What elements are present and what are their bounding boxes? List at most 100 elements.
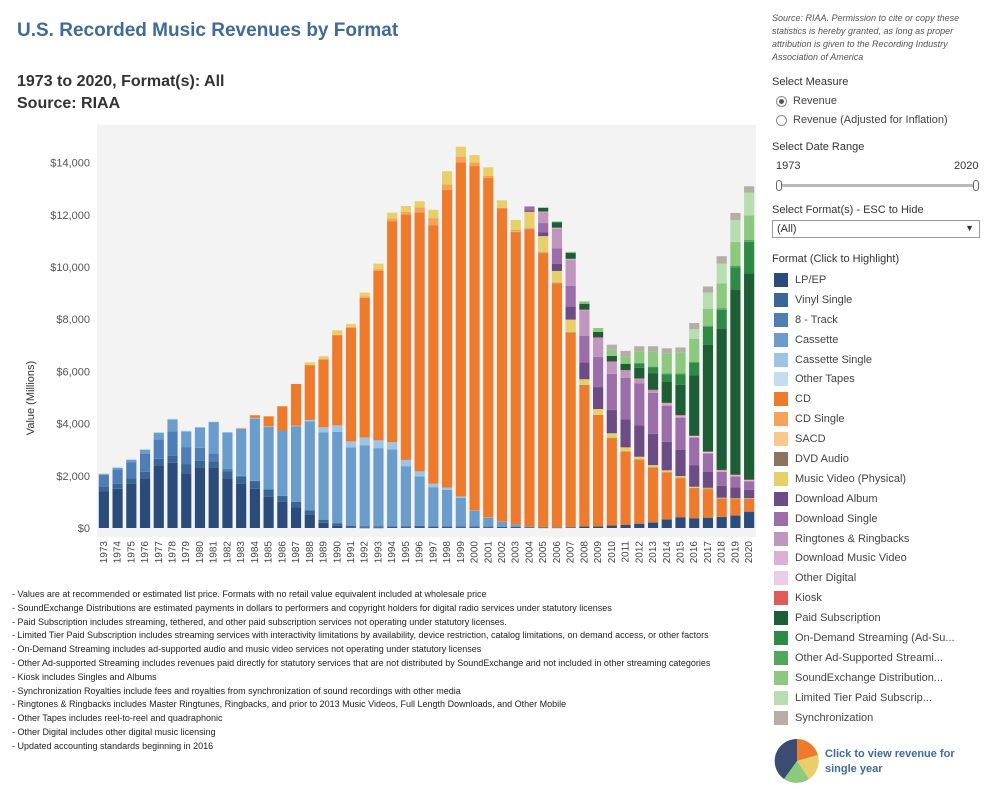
bar-segment[interactable] [620,377,631,420]
bar-segment[interactable] [414,476,425,526]
bar-segment[interactable] [469,510,480,527]
bar-segment[interactable] [469,526,480,528]
bar-segment[interactable] [345,326,357,328]
bar-segment[interactable] [579,301,590,304]
bar-segment[interactable] [98,486,109,492]
bar-segment[interactable] [373,440,384,449]
bar-segment[interactable] [579,335,590,363]
bar-segment[interactable] [524,228,535,229]
bar-segment[interactable] [565,252,576,259]
bar-segment[interactable] [689,323,700,330]
bar-segment[interactable] [139,471,151,479]
bar-segment[interactable] [126,459,137,463]
bar-segment[interactable] [744,241,755,274]
bar-segment[interactable] [373,448,384,527]
bar-segment[interactable] [647,392,659,434]
bar-segment[interactable] [606,344,617,350]
bar-segment[interactable] [702,487,714,489]
bar-segment[interactable] [98,473,109,475]
bar-segment[interactable] [744,498,755,499]
bar-segment[interactable] [112,466,123,468]
bar-segment[interactable] [524,211,535,228]
bar-segment[interactable] [593,327,604,332]
bar-segment[interactable] [400,214,411,460]
bar-segment[interactable] [414,212,425,472]
bar-segment[interactable] [263,489,274,490]
bar-segment[interactable] [290,425,302,427]
bar-segment[interactable] [716,497,727,499]
bar-segment[interactable] [744,215,755,241]
bar-segment[interactable] [510,232,521,525]
bar-segment[interactable] [428,209,439,219]
bar-segment[interactable] [551,282,563,284]
bar-segment[interactable] [593,356,604,388]
bar-segment[interactable] [647,366,659,368]
bar-segment[interactable] [744,498,755,500]
bar-segment[interactable] [167,455,178,463]
bar-segment[interactable] [647,373,659,390]
bar-segment[interactable] [702,326,714,345]
bar-segment[interactable] [579,309,590,310]
bar-segment[interactable] [510,527,521,528]
bar-segment[interactable] [153,439,164,459]
bar-segment[interactable] [181,473,192,528]
bar-segment[interactable] [689,436,700,438]
measure-option-inflation[interactable]: Revenue (Adjusted for Inflation) [776,114,948,126]
bar-segment[interactable] [620,451,631,525]
bar-segment[interactable] [304,364,315,366]
bar-segment[interactable] [716,498,727,517]
bar-segment[interactable] [359,297,370,438]
bar-segment[interactable] [551,270,563,283]
bar-segment[interactable] [236,428,247,429]
bar-segment[interactable] [318,519,329,523]
bar-segment[interactable] [689,338,700,362]
bar-segment[interactable] [702,286,714,293]
bar-segment[interactable] [716,517,727,528]
bar-segment[interactable] [236,428,247,476]
bar-segment[interactable] [345,327,357,442]
bar-segment[interactable] [661,472,672,520]
bar-segment[interactable] [730,267,741,290]
bar-segment[interactable] [675,416,686,417]
bar-segment[interactable] [428,218,439,226]
bar-segment[interactable] [744,192,755,216]
bar-segment[interactable] [551,228,563,249]
bar-segment[interactable] [675,417,686,450]
bar-segment[interactable] [400,526,411,528]
bar-segment[interactable] [538,526,549,528]
legend-item[interactable]: Download Single [774,509,955,529]
bar-segment[interactable] [510,230,521,231]
bar-segment[interactable] [730,487,741,498]
bar-segment[interactable] [496,521,508,527]
bar-segment[interactable] [661,403,672,404]
bar-segment[interactable] [565,251,576,253]
bar-segment[interactable] [579,526,590,527]
bar-segment[interactable] [661,470,672,473]
bar-segment[interactable] [730,515,741,516]
bar-segment[interactable] [620,524,631,526]
bar-segment[interactable] [332,425,343,432]
bar-segment[interactable] [634,367,645,379]
bar-segment[interactable] [469,162,480,167]
bar-segment[interactable] [304,510,315,515]
bar-segment[interactable] [647,467,659,523]
bar-segment[interactable] [496,527,508,528]
bar-segment[interactable] [222,431,233,433]
bar-segment[interactable] [661,374,672,382]
radio-selected-icon[interactable] [776,95,787,107]
bar-segment[interactable] [579,310,590,336]
bar-segment[interactable] [442,171,453,185]
bar-segment[interactable] [208,461,219,468]
bar-segment[interactable] [167,462,178,528]
bar-segment[interactable] [249,488,260,528]
bar-segment[interactable] [496,208,508,522]
legend-item[interactable]: Music Video (Physical) [774,469,955,489]
bar-segment[interactable] [236,476,247,484]
bar-segment[interactable] [387,212,398,219]
bar-segment[interactable] [565,332,576,333]
bar-segment[interactable] [290,383,302,426]
bar-segment[interactable] [689,487,700,489]
bar-segment[interactable] [290,501,302,508]
bar-segment[interactable] [181,430,192,432]
legend-item[interactable]: Download Music Video [774,548,955,568]
